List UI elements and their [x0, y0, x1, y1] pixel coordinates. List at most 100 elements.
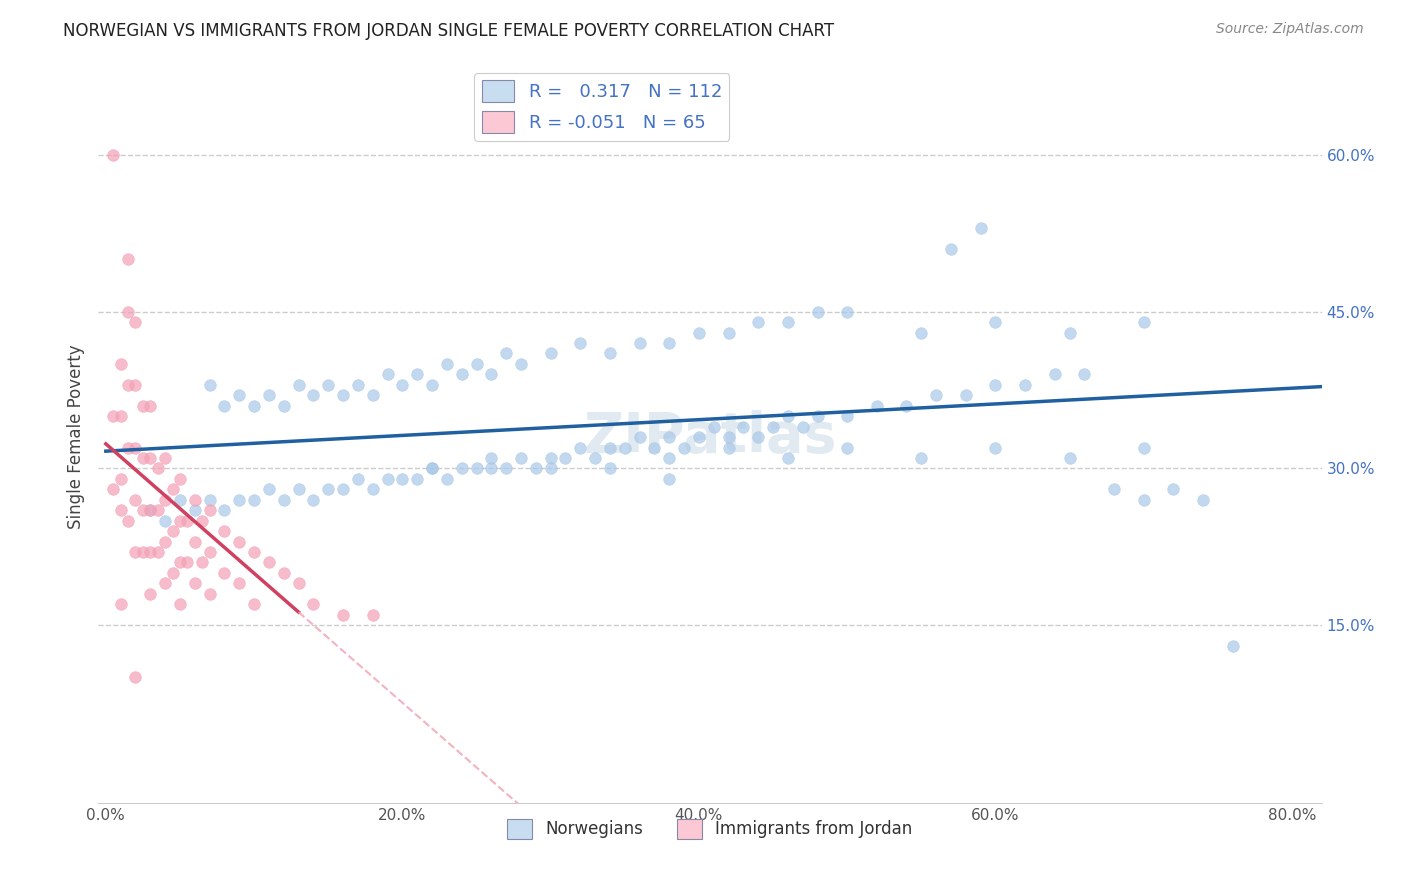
Point: [103, 148, 125, 162]
Point: [117, 441, 139, 455]
Text: ZIPatlas: ZIPatlas: [583, 410, 837, 464]
Point: [673, 441, 696, 455]
Point: [243, 597, 266, 611]
Point: [139, 450, 162, 465]
Legend: Norwegians, Immigrants from Jordan: Norwegians, Immigrants from Jordan: [501, 812, 920, 846]
Y-axis label: Single Female Poverty: Single Female Poverty: [66, 345, 84, 529]
Point: [925, 388, 948, 402]
Point: [228, 534, 250, 549]
Point: [117, 377, 139, 392]
Point: [198, 503, 221, 517]
Point: [984, 441, 1007, 455]
Point: [214, 524, 236, 538]
Point: [420, 461, 443, 475]
Point: [450, 368, 472, 382]
Point: [1132, 315, 1154, 329]
Point: [776, 315, 799, 329]
Point: [110, 409, 132, 424]
Point: [273, 492, 295, 507]
Point: [124, 315, 146, 329]
Point: [191, 514, 214, 528]
Point: [1059, 326, 1081, 340]
Point: [139, 503, 162, 517]
Point: [599, 461, 621, 475]
Point: [117, 252, 139, 267]
Point: [198, 492, 221, 507]
Point: [347, 472, 370, 486]
Point: [139, 503, 162, 517]
Point: [436, 472, 458, 486]
Point: [103, 483, 125, 497]
Point: [198, 587, 221, 601]
Point: [124, 670, 146, 684]
Point: [169, 492, 191, 507]
Point: [969, 221, 991, 235]
Point: [1222, 639, 1244, 653]
Point: [524, 461, 547, 475]
Point: [169, 556, 191, 570]
Point: [599, 346, 621, 360]
Point: [153, 450, 176, 465]
Point: [837, 409, 859, 424]
Point: [540, 450, 562, 465]
Point: [806, 409, 828, 424]
Point: [703, 419, 725, 434]
Point: [302, 492, 325, 507]
Point: [214, 503, 236, 517]
Point: [465, 357, 488, 371]
Point: [146, 461, 169, 475]
Point: [361, 607, 384, 622]
Point: [733, 419, 755, 434]
Point: [747, 315, 769, 329]
Point: [146, 545, 169, 559]
Point: [837, 441, 859, 455]
Point: [1102, 483, 1125, 497]
Point: [377, 368, 399, 382]
Point: [316, 377, 339, 392]
Point: [184, 503, 207, 517]
Text: Source: ZipAtlas.com: Source: ZipAtlas.com: [1216, 22, 1364, 37]
Point: [132, 399, 155, 413]
Point: [465, 461, 488, 475]
Point: [510, 450, 533, 465]
Point: [1192, 492, 1215, 507]
Point: [184, 534, 207, 549]
Point: [984, 315, 1007, 329]
Point: [540, 461, 562, 475]
Point: [110, 503, 132, 517]
Point: [896, 399, 918, 413]
Point: [688, 430, 710, 444]
Point: [776, 450, 799, 465]
Point: [153, 576, 176, 591]
Point: [613, 441, 636, 455]
Point: [214, 566, 236, 580]
Point: [184, 576, 207, 591]
Point: [153, 492, 176, 507]
Point: [554, 450, 576, 465]
Point: [540, 346, 562, 360]
Point: [287, 576, 309, 591]
Point: [162, 524, 184, 538]
Point: [510, 357, 533, 371]
Point: [110, 472, 132, 486]
Point: [569, 336, 592, 351]
Point: [124, 492, 146, 507]
Point: [495, 346, 517, 360]
Point: [377, 472, 399, 486]
Point: [747, 430, 769, 444]
Point: [287, 483, 309, 497]
Point: [176, 556, 198, 570]
Point: [391, 472, 413, 486]
Point: [569, 441, 592, 455]
Point: [406, 368, 429, 382]
Text: NORWEGIAN VS IMMIGRANTS FROM JORDAN SINGLE FEMALE POVERTY CORRELATION CHART: NORWEGIAN VS IMMIGRANTS FROM JORDAN SING…: [63, 22, 834, 40]
Point: [658, 450, 681, 465]
Point: [658, 336, 681, 351]
Point: [910, 450, 932, 465]
Point: [1132, 492, 1154, 507]
Point: [243, 399, 266, 413]
Point: [153, 514, 176, 528]
Point: [124, 441, 146, 455]
Point: [479, 461, 502, 475]
Point: [162, 483, 184, 497]
